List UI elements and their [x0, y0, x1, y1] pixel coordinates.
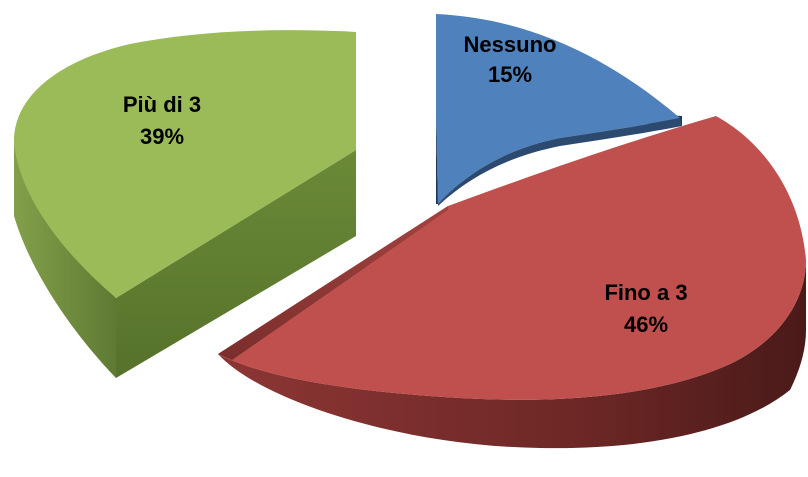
data-label-value-fino-a-3: 46% — [624, 312, 668, 337]
data-label-category-nessuno: Nessuno — [464, 32, 557, 57]
data-label-value-nessuno: 15% — [488, 62, 532, 87]
pie-slice-piu-di-3 — [13, 30, 356, 378]
pie-slice-nessuno — [436, 14, 682, 206]
pie-slice-nessuno-top — [436, 14, 680, 204]
pie-slice-nessuno-side — [436, 14, 438, 204]
pie-slice-fino-a-3-top — [218, 116, 806, 400]
pie-slice-piu-di-3-top — [13, 30, 356, 298]
pie-slice-nessuno-cut — [438, 118, 682, 206]
pie-slice-fino-a-3 — [218, 116, 806, 449]
pie-slice-piu-di-3-cut — [116, 150, 356, 378]
pie-slice-fino-a-3-cut — [218, 206, 448, 360]
data-label-category-piu-di-3: Più di 3 — [123, 92, 201, 117]
data-label-category-fino-a-3: Fino a 3 — [604, 280, 687, 305]
data-label-value-piu-di-3: 39% — [140, 124, 184, 149]
pie-slice-fino-a-3-side — [218, 260, 806, 449]
